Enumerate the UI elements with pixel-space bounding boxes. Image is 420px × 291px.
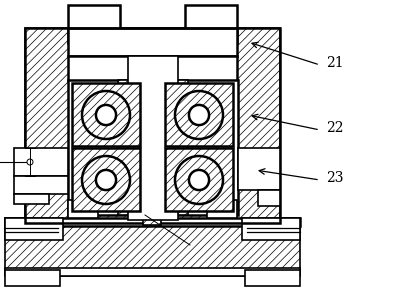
Bar: [258, 190, 280, 206]
Bar: [68, 56, 237, 81]
Bar: [5, 270, 60, 286]
Bar: [242, 218, 300, 240]
Bar: [25, 28, 280, 223]
Bar: [14, 148, 68, 176]
Circle shape: [82, 91, 130, 139]
Bar: [143, 203, 161, 225]
Bar: [245, 270, 300, 286]
Bar: [165, 83, 233, 146]
Text: 21: 21: [326, 56, 344, 70]
Bar: [68, 5, 120, 43]
Bar: [207, 200, 237, 218]
Circle shape: [82, 156, 130, 204]
Bar: [25, 28, 280, 223]
Circle shape: [96, 170, 116, 190]
Bar: [128, 56, 178, 220]
Bar: [72, 148, 140, 211]
Bar: [5, 218, 300, 226]
Bar: [5, 218, 300, 276]
Circle shape: [96, 105, 116, 125]
Circle shape: [175, 91, 223, 139]
Bar: [68, 28, 237, 56]
Circle shape: [189, 105, 209, 125]
Circle shape: [175, 156, 223, 204]
Bar: [165, 148, 233, 211]
Circle shape: [189, 170, 209, 190]
Bar: [238, 148, 280, 190]
Text: 23: 23: [326, 171, 344, 185]
Bar: [68, 200, 98, 218]
Bar: [14, 194, 49, 204]
Bar: [14, 176, 68, 194]
Bar: [118, 80, 188, 215]
Circle shape: [27, 159, 33, 165]
Bar: [72, 83, 140, 146]
Bar: [5, 218, 63, 240]
Bar: [163, 80, 238, 215]
Bar: [185, 5, 237, 43]
Bar: [68, 80, 143, 215]
Bar: [5, 268, 300, 276]
Text: 22: 22: [326, 121, 344, 135]
